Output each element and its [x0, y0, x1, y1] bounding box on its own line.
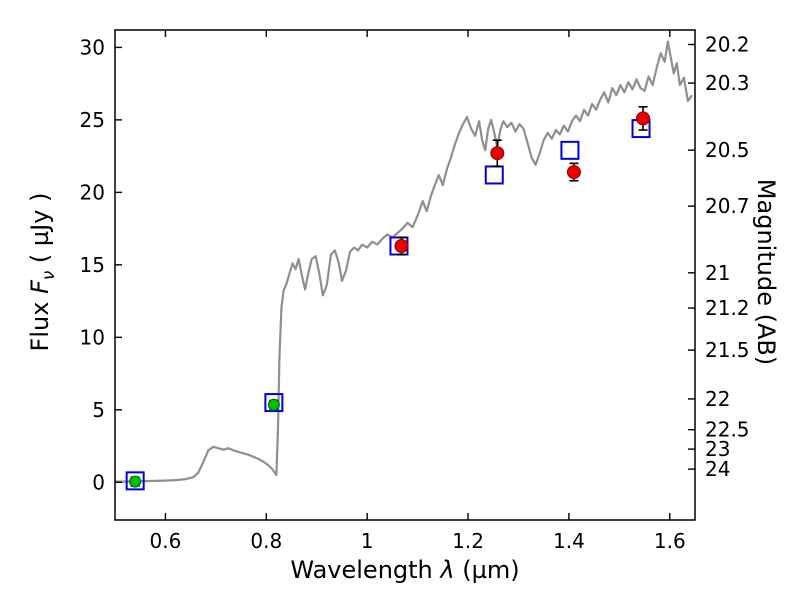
- x-axis-label: Wavelength λ (µm): [115, 556, 695, 584]
- y-tick-label-right: 20.3: [705, 71, 750, 95]
- xlabel-units: (µm): [454, 556, 520, 584]
- model-photometry-square: [484, 165, 504, 185]
- y-tick-label-left: 30: [80, 35, 105, 59]
- y-tick-label-right: 21.5: [705, 338, 750, 362]
- observed-optical-marker: [129, 475, 142, 488]
- observed-optical-marker: [267, 398, 280, 411]
- observed-ir-marker: [636, 111, 651, 126]
- y-tick-label-right: 20.2: [705, 32, 750, 56]
- xlabel-text: Wavelength: [290, 556, 441, 584]
- y-tick-label-left: 25: [80, 108, 105, 132]
- y-tick-label-right: 20.7: [705, 194, 750, 218]
- x-tick-label: 0.8: [250, 529, 282, 553]
- y-axis-label-right: Magnitude (AB): [752, 178, 780, 366]
- x-tick-label: 1.6: [654, 529, 686, 553]
- y-tick-label-right: 22: [705, 387, 730, 411]
- y-tick-label-left: 5: [92, 398, 105, 422]
- observed-optical-points: [129, 398, 280, 488]
- y-tick-label-right: 21.2: [705, 296, 750, 320]
- y-tick-label-right: 23: [705, 437, 730, 461]
- y-tick-label-right: 20.5: [705, 138, 750, 162]
- y-tick-label-left: 0: [92, 470, 105, 494]
- y-axis-label-left: Flux Fν ( µJy ): [26, 193, 58, 352]
- model-photometry-square: [125, 471, 145, 491]
- flux-subscript-nu: ν: [37, 270, 58, 281]
- ylabel-left-text: Flux: [26, 293, 55, 352]
- observed-ir-marker: [490, 146, 505, 161]
- observed-ir-marker: [394, 239, 409, 254]
- y-tick-label-left: 15: [80, 253, 105, 277]
- model-photometry-square: [560, 140, 580, 160]
- y-tick-label-right: 22.5: [705, 418, 750, 442]
- x-tick-label: 1: [361, 529, 374, 553]
- y-tick-label-left: 20: [80, 180, 105, 204]
- axes-frame: [114, 29, 696, 521]
- y-tick-label-right: 24: [705, 457, 730, 481]
- lambda-symbol: λ: [440, 556, 455, 584]
- observed-ir-marker: [566, 165, 581, 180]
- ylabel-left-units: ( µJy ): [26, 192, 55, 271]
- y-tick-label-right: 21: [705, 261, 730, 285]
- x-tick-label: 0.6: [150, 529, 182, 553]
- flux-symbol: F: [26, 280, 55, 294]
- spectrum-line: [115, 40, 693, 483]
- model-photometry-square: [264, 393, 284, 413]
- x-tick-label: 1.4: [553, 529, 585, 553]
- observed-ir-points: [394, 106, 651, 256]
- y-tick-label-left: 10: [80, 325, 105, 349]
- x-tick-label: 1.2: [452, 529, 484, 553]
